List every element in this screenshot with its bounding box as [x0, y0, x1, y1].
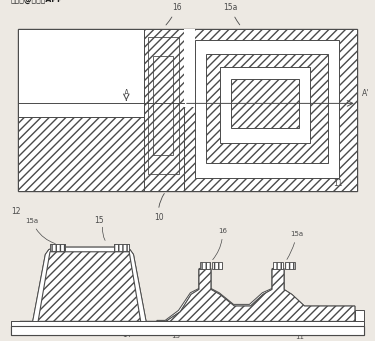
- Bar: [153, 56, 173, 155]
- Text: 14: 14: [123, 326, 132, 338]
- Polygon shape: [157, 268, 362, 326]
- Polygon shape: [157, 269, 355, 321]
- Bar: [206, 54, 328, 163]
- Bar: [18, 29, 144, 117]
- Bar: [184, 29, 195, 107]
- Text: 12: 12: [18, 324, 34, 336]
- Polygon shape: [20, 247, 157, 326]
- Text: 11: 11: [333, 178, 343, 188]
- Bar: [11, 326, 364, 335]
- Text: 16: 16: [166, 3, 182, 25]
- Bar: [50, 244, 65, 251]
- Bar: [11, 321, 364, 326]
- Text: 10: 10: [154, 193, 164, 222]
- Bar: [273, 262, 283, 269]
- Text: 15a: 15a: [26, 218, 55, 243]
- Bar: [11, 321, 364, 326]
- Bar: [114, 244, 129, 251]
- Bar: [195, 40, 339, 178]
- Text: 13: 13: [171, 326, 180, 339]
- Polygon shape: [38, 252, 141, 321]
- Bar: [18, 29, 357, 191]
- Polygon shape: [20, 247, 157, 326]
- Text: 搜狐号@爱集微APP: 搜狐号@爱集微APP: [11, 0, 64, 4]
- Bar: [355, 310, 364, 321]
- Polygon shape: [38, 252, 141, 321]
- Text: A: A: [124, 89, 129, 98]
- Bar: [231, 78, 299, 128]
- Bar: [220, 67, 310, 144]
- Polygon shape: [157, 269, 355, 321]
- Polygon shape: [38, 252, 141, 321]
- Bar: [114, 244, 129, 251]
- Bar: [148, 36, 178, 174]
- Text: 15a: 15a: [287, 231, 303, 260]
- Text: A': A': [362, 89, 369, 98]
- Bar: [18, 117, 177, 191]
- Bar: [200, 262, 210, 269]
- Bar: [184, 29, 357, 191]
- Text: 12: 12: [11, 207, 21, 216]
- Text: 15a: 15a: [224, 3, 240, 25]
- Bar: [50, 244, 65, 251]
- Bar: [285, 262, 295, 269]
- Bar: [212, 262, 222, 269]
- Bar: [144, 29, 184, 191]
- Text: 11: 11: [288, 331, 304, 340]
- Text: 16: 16: [213, 228, 227, 260]
- Text: 15: 15: [94, 216, 104, 225]
- Bar: [11, 326, 364, 335]
